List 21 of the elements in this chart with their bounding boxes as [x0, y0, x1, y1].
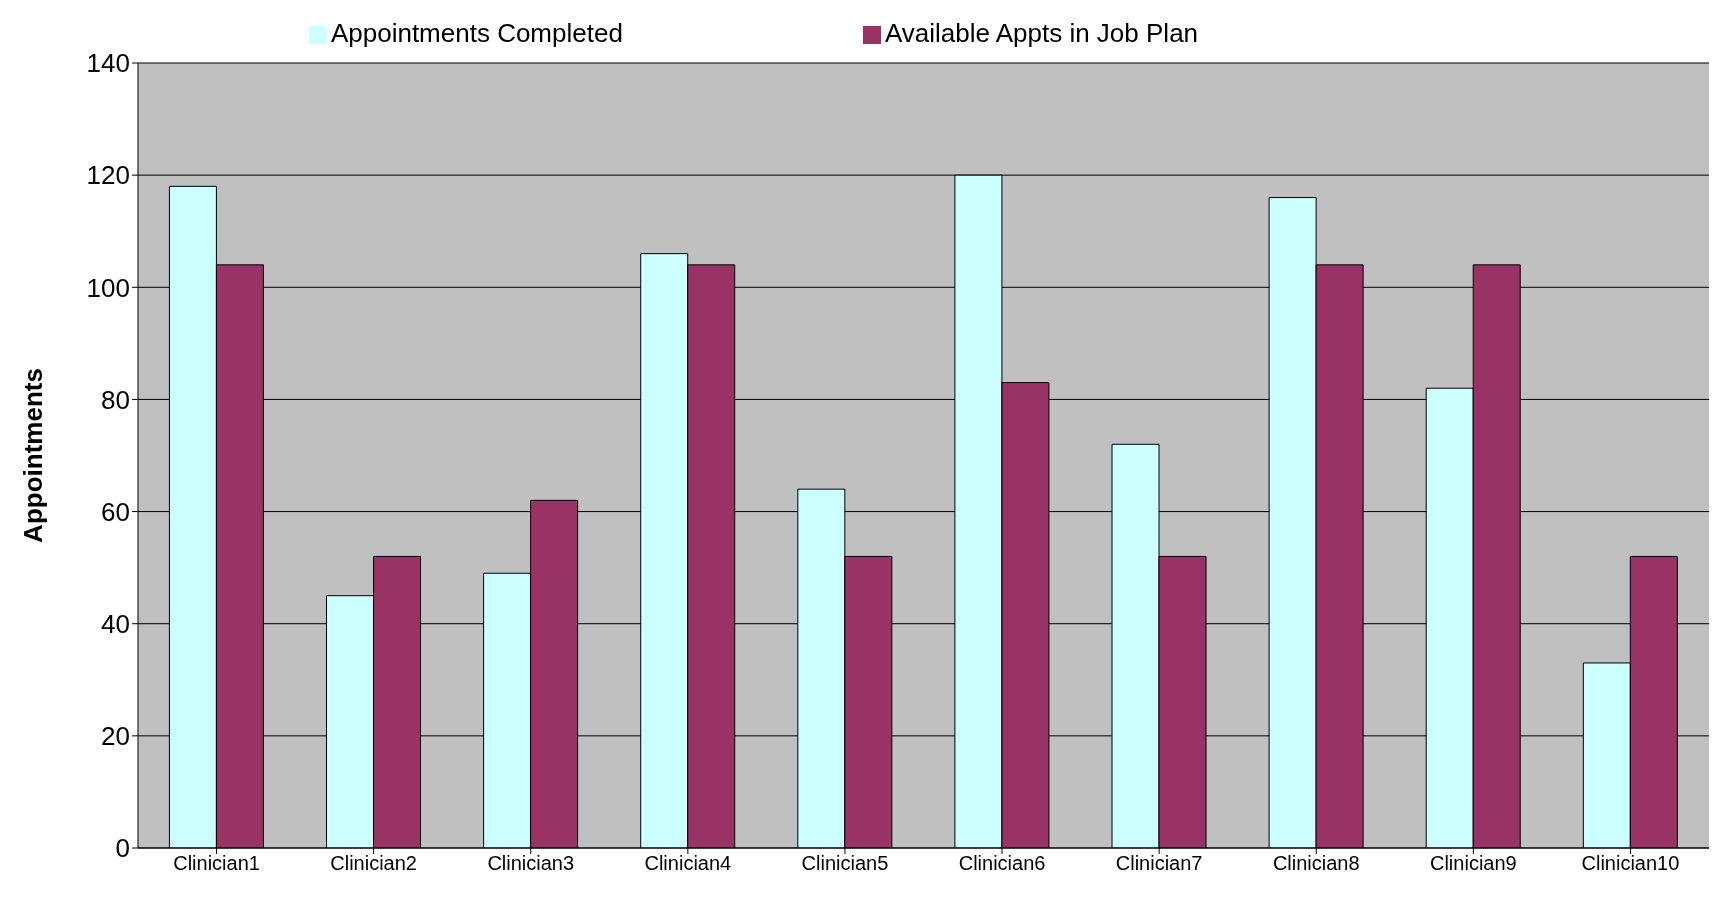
y-axis-title: Appointments [18, 368, 49, 543]
legend-label: Appointments Completed [330, 18, 623, 48]
x-tick-label: Clinician8 [1272, 852, 1360, 875]
y-tick-label: 0 [115, 833, 130, 864]
x-tick-label: Clinician9 [1429, 852, 1517, 875]
legend-label: Available Appts in Job Plan [884, 18, 1199, 48]
y-tick-label: 100 [86, 272, 130, 303]
x-tick-label: Clinician5 [801, 852, 889, 875]
y-tick-label: 20 [101, 721, 130, 752]
x-tick-label: Clinician7 [1115, 852, 1203, 875]
y-tick-label: 40 [101, 608, 130, 639]
y-tick-label: 120 [86, 160, 130, 191]
x-tick-label: Clinician3 [487, 852, 575, 875]
x-tick-label: Clinician1 [173, 852, 260, 875]
x-tick-label: Clinician10 [1581, 852, 1680, 875]
x-tick-label: Clinician2 [330, 852, 418, 875]
y-tick-label: 60 [101, 496, 130, 527]
y-tick-label: 140 [86, 48, 130, 79]
x-tick-label: Clinician4 [644, 852, 732, 875]
y-tick-label: 80 [101, 384, 130, 415]
x-tick-label: Clinician6 [958, 852, 1046, 875]
